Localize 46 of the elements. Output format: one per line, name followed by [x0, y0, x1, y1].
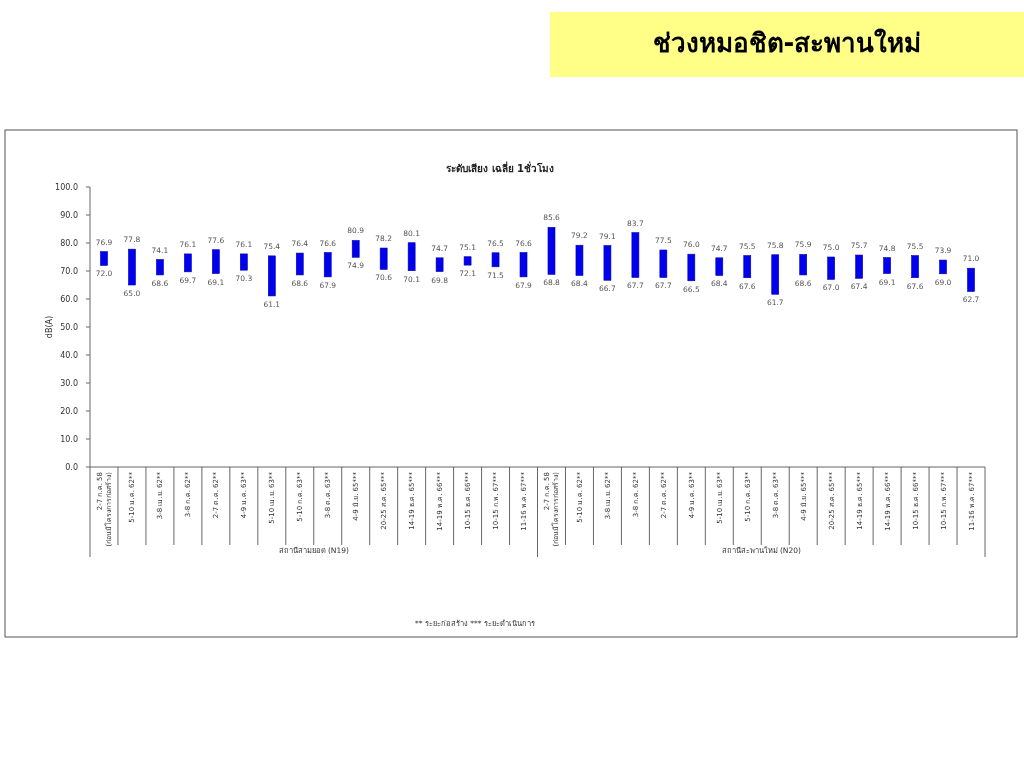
bar [128, 248, 136, 286]
bar [883, 257, 891, 274]
bar [547, 227, 556, 275]
bar [519, 252, 528, 278]
bar [659, 249, 668, 278]
bar [491, 252, 500, 268]
bar [184, 253, 192, 273]
y-tick-label: 100.0 [55, 183, 78, 192]
y-tick-label: 80.0 [60, 239, 78, 248]
y-tick-label: 40.0 [60, 351, 78, 360]
chart-title: ช่วงหมอชิต-สะพานใหม่ [652, 28, 922, 58]
bar [100, 251, 108, 266]
bar [939, 259, 947, 275]
y-tick-label: 30.0 [60, 379, 78, 388]
bar [575, 244, 584, 276]
bar [743, 255, 752, 279]
y-tick-label: 90.0 [60, 211, 78, 220]
bar [295, 252, 304, 276]
bar [799, 254, 807, 276]
bar [827, 256, 835, 280]
chart-subtitle: ระดับเสียง เฉลี่ย 1ชั่วโมง [446, 161, 554, 174]
bar [687, 253, 696, 282]
bar [911, 255, 919, 279]
bar [323, 252, 332, 278]
bar [463, 256, 472, 266]
bar [240, 253, 248, 271]
bar [603, 245, 612, 281]
y-tick-label: 0.0 [65, 463, 78, 472]
y-tick-label: 60.0 [60, 295, 78, 304]
bar [771, 254, 780, 295]
bar [379, 247, 388, 270]
y-axis-title: dB(A) [45, 315, 54, 339]
bar [855, 254, 863, 279]
bar [407, 242, 416, 272]
y-tick-label: 70.0 [60, 267, 78, 276]
bar [156, 259, 164, 276]
y-tick-label: 20.0 [60, 407, 78, 416]
y-tick-label: 10.0 [60, 435, 78, 444]
bar [212, 249, 220, 274]
bar [631, 232, 640, 278]
bar [351, 240, 360, 258]
bar [967, 267, 975, 292]
bar [268, 255, 276, 297]
y-tick-label: 50.0 [60, 323, 78, 332]
bar [715, 257, 724, 276]
bar [435, 257, 444, 272]
